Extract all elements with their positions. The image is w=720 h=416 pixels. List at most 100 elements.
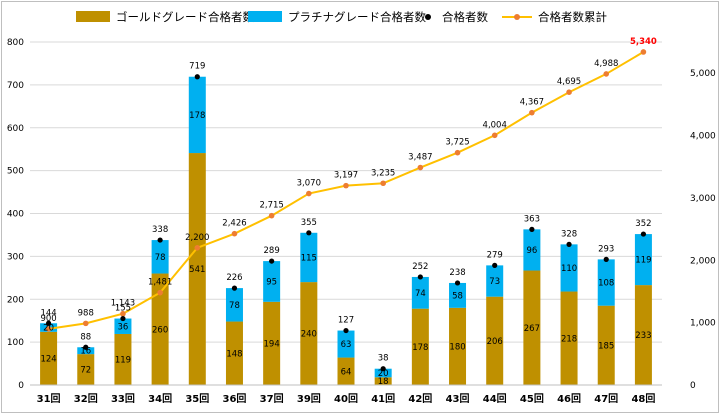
y2-tick-label: 2,000 bbox=[690, 256, 716, 266]
total-value-label: 352 bbox=[635, 219, 651, 229]
cumulative-marker bbox=[268, 212, 275, 219]
x-tick-label: 35回 bbox=[185, 393, 209, 405]
total-value-label: 363 bbox=[524, 214, 540, 224]
platinum-value-label: 20 bbox=[43, 324, 54, 334]
total-value-label: 144 bbox=[40, 308, 56, 318]
x-tick-label: 37回 bbox=[260, 393, 284, 405]
platinum-bar bbox=[597, 259, 615, 306]
x-tick-label: 36回 bbox=[223, 393, 247, 405]
y-tick-label: 100 bbox=[7, 338, 24, 348]
total-value-label: 293 bbox=[598, 244, 614, 254]
gold-value-label: 206 bbox=[487, 337, 503, 347]
gold-bar bbox=[188, 153, 206, 385]
x-tick-label: 42回 bbox=[408, 393, 432, 405]
gold-value-label: 185 bbox=[598, 341, 614, 351]
platinum-bar bbox=[411, 276, 429, 309]
cumulative-value-label: 988 bbox=[78, 308, 94, 318]
y-tick-label: 600 bbox=[7, 124, 24, 134]
gold-value-label: 148 bbox=[226, 349, 242, 359]
data-labels: 124 20 72 16 119 36 260 78 541 178 148 78 194 95 240 11… bbox=[40, 37, 656, 387]
cumulative-marker bbox=[231, 230, 238, 237]
total-markers bbox=[45, 74, 647, 372]
total-marker bbox=[306, 230, 312, 236]
x-tick-label: 44回 bbox=[483, 393, 507, 405]
x-tick-label: 33回 bbox=[111, 393, 135, 405]
x-tick-label: 45回 bbox=[520, 393, 544, 405]
platinum-value-label: 108 bbox=[598, 279, 614, 289]
total-value-label: 38 bbox=[378, 354, 389, 364]
gold-value-label: 267 bbox=[524, 324, 540, 334]
platinum-value-label: 20 bbox=[378, 369, 389, 379]
cumulative-marker bbox=[343, 182, 349, 189]
gold-bar bbox=[40, 331, 58, 385]
gold-bar bbox=[634, 285, 652, 385]
total-marker bbox=[157, 237, 163, 243]
gold-bar bbox=[374, 377, 392, 385]
platinum-bar bbox=[300, 232, 318, 283]
total-marker bbox=[529, 226, 535, 232]
total-value-label: 238 bbox=[449, 268, 465, 278]
platinum-value-label: 58 bbox=[452, 291, 463, 301]
total-value-label: 719 bbox=[189, 62, 205, 72]
total-marker bbox=[492, 262, 498, 268]
legend-swatch bbox=[76, 11, 110, 22]
gold-value-label: 72 bbox=[80, 366, 91, 376]
gold-bar bbox=[411, 308, 429, 385]
y2-tick-label: 3,000 bbox=[690, 194, 716, 204]
platinum-value-label: 63 bbox=[341, 340, 352, 350]
platinum-bar bbox=[77, 347, 95, 355]
gold-value-label: 194 bbox=[264, 339, 280, 349]
total-marker bbox=[417, 274, 423, 280]
y2-tick-label: 5,000 bbox=[690, 69, 716, 79]
gold-value-label: 180 bbox=[449, 342, 465, 352]
cumulative-value-label: 2,200 bbox=[185, 233, 209, 243]
y-tick-label: 500 bbox=[7, 167, 24, 177]
x-tick-label: 46回 bbox=[557, 393, 581, 405]
cumulative-marker bbox=[380, 180, 386, 187]
platinum-value-label: 110 bbox=[561, 264, 577, 274]
cumulative-value-label: 1,143 bbox=[111, 299, 135, 309]
cumulative-value-label: 4,988 bbox=[594, 59, 618, 69]
cumulative-value-label: 3,235 bbox=[371, 168, 395, 178]
total-value-label: 355 bbox=[301, 218, 317, 228]
cumulative-value-label: 4,004 bbox=[483, 120, 507, 130]
total-value-label: 88 bbox=[80, 332, 91, 342]
platinum-value-label: 115 bbox=[301, 253, 317, 263]
y2-tick-label: 0 bbox=[690, 381, 696, 391]
y-tick-label: 0 bbox=[18, 381, 24, 391]
axes: 0 100 200 300 400 500 600 700 800 0 1,000 2,000 3,00… bbox=[7, 38, 716, 405]
gold-bar bbox=[560, 291, 578, 385]
gold-bar bbox=[300, 282, 318, 385]
cumulative-marker bbox=[194, 245, 201, 251]
total-marker bbox=[343, 327, 349, 334]
gold-bar bbox=[114, 333, 132, 385]
platinum-bar bbox=[523, 229, 541, 271]
cumulative-value-label: 2,426 bbox=[222, 219, 246, 229]
legend-swatch bbox=[425, 14, 431, 20]
gold-value-label: 260 bbox=[152, 325, 168, 335]
gold-bar bbox=[263, 301, 281, 385]
gold-bar bbox=[486, 296, 504, 385]
total-value-label: 328 bbox=[561, 229, 577, 239]
gold-bar bbox=[225, 321, 243, 385]
total-marker bbox=[120, 315, 126, 322]
cumulative-marker bbox=[120, 310, 126, 317]
total-marker bbox=[45, 320, 52, 326]
total-value-label: 155 bbox=[115, 304, 131, 314]
gold-value-label: 18 bbox=[378, 377, 389, 387]
legend-label: 合格者数 bbox=[442, 10, 488, 24]
legend-swatch-marker bbox=[514, 14, 520, 20]
cumulative-line-path bbox=[48, 51, 644, 330]
cumulative-marker bbox=[529, 109, 535, 116]
y-tick-label: 200 bbox=[7, 295, 24, 305]
x-tick-label: 40回 bbox=[334, 393, 358, 405]
platinum-value-label: 96 bbox=[526, 246, 537, 256]
cumulative-value-label: 1,481 bbox=[148, 278, 172, 288]
gold-bar bbox=[523, 270, 541, 385]
cumulative-value-label: 5,340 bbox=[630, 37, 657, 47]
gold-value-label: 119 bbox=[115, 355, 131, 365]
total-marker bbox=[454, 280, 461, 286]
total-marker bbox=[640, 231, 647, 237]
total-marker bbox=[231, 285, 238, 291]
cumulative-value-label: 4,367 bbox=[520, 98, 544, 108]
